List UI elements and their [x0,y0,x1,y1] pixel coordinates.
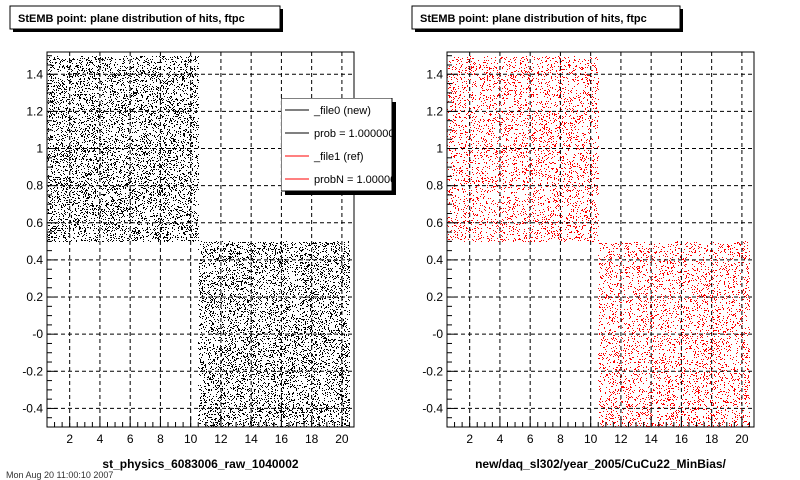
x-tick-label: 20 [735,432,749,446]
scatter-region-1 [447,56,599,242]
legend-entry-label: _file1 (ref) [313,151,364,163]
x-axis-label: new/daq_sl302/year_2005/CuCu22_MinBias/ [475,457,726,471]
footer-timestamp: Mon Aug 20 11:00:10 2007 [6,470,113,480]
y-tick-label: 0.2 [426,290,443,304]
x-tick-label: 18 [705,432,719,446]
chart-title: StEMB point: plane distribution of hits,… [18,13,245,25]
x-tick-label: 20 [335,432,349,446]
plot-area [447,52,754,427]
x-tick-label: 16 [675,432,689,446]
x-tick-label: 6 [127,432,134,446]
chart-panel-2: StEMB point: plane distribution of hits,… [411,5,755,471]
legend-box [281,98,393,192]
y-tick-label: 0.4 [426,253,443,267]
y-tick-label: 0.8 [26,179,43,193]
y-tick-label: 1 [436,142,443,156]
x-tick-label: 8 [557,432,564,446]
x-axis-label: st_physics_6083006_raw_1040002 [102,457,298,471]
x-tick-label: 12 [214,432,228,446]
y-tick-label: 1 [36,142,43,156]
y-tick-label: 1.4 [26,67,43,81]
y-tick-label: 1.4 [426,67,443,81]
x-tick-label: 2 [66,432,73,446]
y-tick-label: 0.8 [426,179,443,193]
x-tick-label: 8 [157,432,164,446]
y-tick-label: 0.6 [426,216,443,230]
title-box [411,5,681,30]
y-tick-label: 0.6 [26,216,43,230]
x-tick-label: 16 [275,432,289,446]
chart-panel-1: StEMB point: plane distribution of hits,… [9,5,402,471]
y-tick-label: -0.2 [22,364,43,378]
x-tick-label: 2 [466,432,473,446]
x-tick-label: 4 [97,432,104,446]
x-tick-label: 10 [584,432,598,446]
y-tick-label: -0.4 [422,401,443,415]
x-tick-label: 4 [497,432,504,446]
plot-frame [446,51,755,428]
legend-entry-label: _file0 (new) [313,105,371,117]
legend-entry-label: prob = 1.000000 [314,128,394,140]
y-tick-label: 0.2 [26,290,43,304]
y-tick-label: -0 [32,327,43,341]
plot-frame [46,51,355,428]
legend-entry-label: probN = 1.000000 [314,174,402,186]
chart-title: StEMB point: plane distribution of hits,… [420,13,647,25]
x-tick-label: 14 [644,432,658,446]
y-tick-label: 0.4 [26,253,43,267]
scatter-region-1 [47,56,199,242]
y-tick-label: 1.2 [26,104,43,118]
y-tick-label: -0.2 [422,364,443,378]
y-tick-label: -0.4 [22,401,43,415]
legend: _file0 (new) prob = 1.000000 _file1 (ref) p… [281,98,402,195]
x-tick-label: 18 [305,432,319,446]
y-tick-label: -0 [432,327,443,341]
y-tick-label: 1.2 [426,104,443,118]
x-tick-label: 6 [527,432,534,446]
title-box [9,5,281,30]
x-tick-label: 12 [614,432,628,446]
x-tick-label: 10 [184,432,198,446]
x-tick-label: 14 [244,432,258,446]
